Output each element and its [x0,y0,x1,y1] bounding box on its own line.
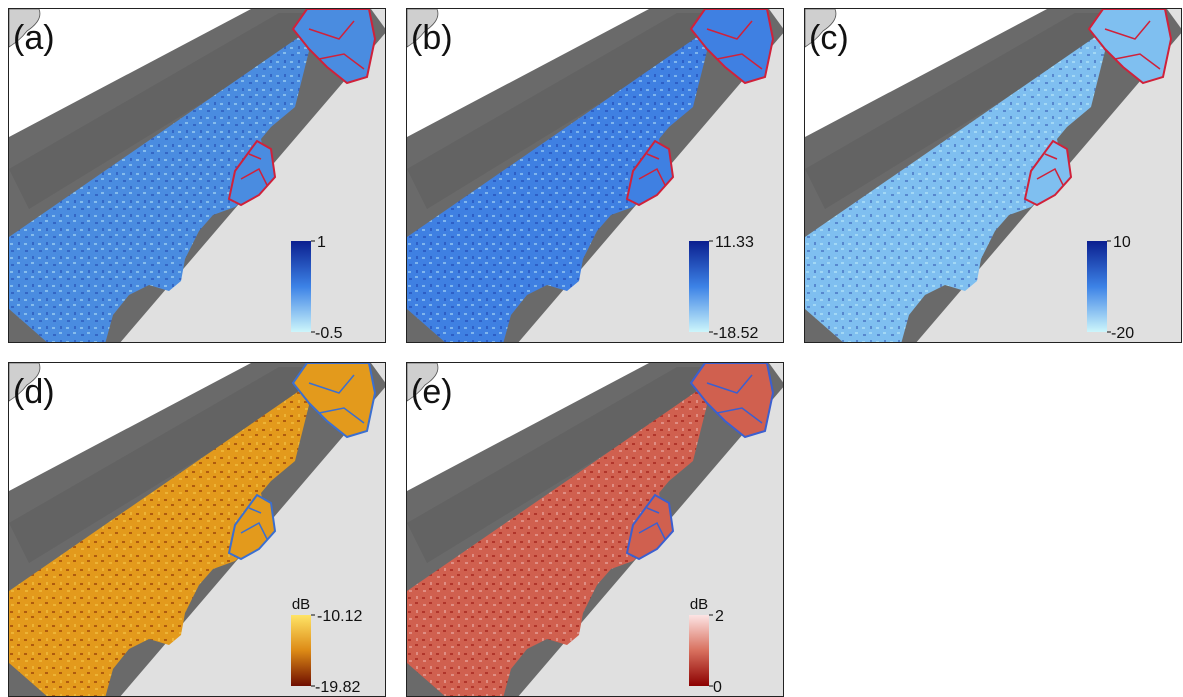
colorbar [291,241,311,332]
colorbar-unit: dB [292,596,310,613]
map-panel: (d) dB -10.12 -19.82 [8,362,386,697]
colorbar-max: 2 [715,608,724,625]
map-panel: (b) 11.33 -18.52 [406,8,784,343]
panel-label: (d) [13,373,55,411]
colorbar-min: 0 [713,679,722,696]
map-panel: (c) 10 -20 [804,8,1182,343]
map-panel: (e) dB 2 0 [406,362,784,697]
colorbar-min: -0.5 [315,325,343,342]
colorbar-max: -10.12 [317,608,362,625]
page: {"panels": [ {"label": "(a)", "colorbar"… [0,0,1183,697]
colorbar [689,241,709,332]
panel-label: (c) [809,19,849,57]
colorbar-max: 11.33 [715,234,754,251]
colorbar-min: -20 [1111,325,1134,342]
colorbar-max: 1 [317,234,326,251]
panel-label: (b) [411,19,453,57]
map-panel: (a) 1 -0.5 [8,8,386,343]
colorbar-min: -19.82 [315,679,360,696]
colorbar [1087,241,1107,332]
colorbar [291,615,311,686]
colorbar-unit: dB [690,596,708,613]
colorbar [689,615,709,686]
panel-label: (a) [13,19,55,57]
colorbar-min: -18.52 [713,325,758,342]
panel-label: (e) [411,373,453,411]
colorbar-max: 10 [1113,234,1131,251]
